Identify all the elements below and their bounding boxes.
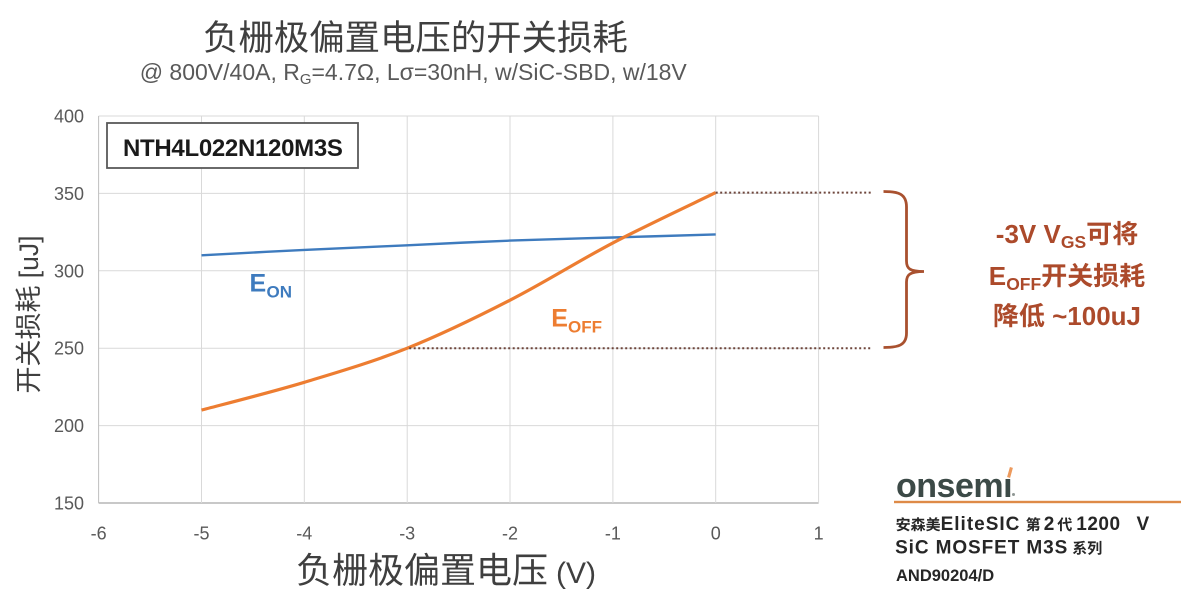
svg-text:-2: -2: [502, 524, 518, 544]
svg-text:AND90204/D: AND90204/D: [896, 567, 994, 585]
svg-text:E: E: [551, 305, 568, 333]
svg-text:GS: GS: [1061, 232, 1086, 252]
svg-text:-3V V: -3V V: [996, 219, 1062, 249]
svg-text:=4.7Ω, Lσ=30nH, w/SiC-SBD, w/1: =4.7Ω, Lσ=30nH, w/SiC-SBD, w/18V: [312, 59, 688, 85]
svg-text:EliteSIC: EliteSIC: [941, 514, 1021, 535]
svg-text:E: E: [989, 261, 1006, 291]
svg-text:300: 300: [54, 261, 84, 281]
svg-text:-4: -4: [296, 524, 312, 544]
svg-text:[uJ]: [uJ]: [14, 235, 44, 278]
svg-text:(V): (V): [556, 557, 596, 590]
svg-text:-3: -3: [399, 524, 415, 544]
svg-text:@ 800V/40A, R: @ 800V/40A, R: [140, 59, 300, 85]
svg-text:1200: 1200: [1076, 514, 1120, 535]
svg-text:NTH4L022N120M3S: NTH4L022N120M3S: [123, 135, 343, 162]
svg-text:V: V: [1137, 514, 1150, 535]
svg-text:2: 2: [1044, 514, 1055, 535]
svg-text:400: 400: [54, 107, 84, 127]
svg-text:200: 200: [54, 416, 84, 436]
svg-text:onsemı: onsemı: [896, 467, 1012, 505]
svg-text:OFF: OFF: [1006, 274, 1041, 294]
svg-text:250: 250: [54, 339, 84, 359]
svg-text:SiC MOSFET M3S: SiC MOSFET M3S: [895, 538, 1068, 559]
svg-text:G: G: [300, 71, 312, 88]
svg-text:150: 150: [54, 494, 84, 514]
svg-text:-5: -5: [193, 524, 209, 544]
svg-text:~100uJ: ~100uJ: [1052, 301, 1141, 331]
svg-text:OFF: OFF: [568, 318, 602, 337]
svg-text:1: 1: [814, 524, 824, 544]
svg-text:350: 350: [54, 184, 84, 204]
svg-text:-6: -6: [91, 524, 107, 544]
svg-text:0: 0: [711, 524, 721, 544]
svg-text:-1: -1: [605, 524, 621, 544]
svg-text:E: E: [250, 270, 267, 298]
svg-text:ON: ON: [267, 283, 293, 302]
